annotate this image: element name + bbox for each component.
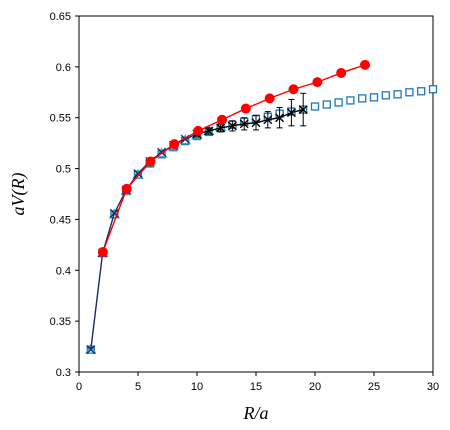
data-point [121,183,132,194]
data-point [263,115,273,125]
data-point [251,118,261,128]
data-point [381,91,390,100]
x-axis-ticks: 0 5 10 15 20 25 30 [76,372,439,393]
data-point-stroke [298,105,308,115]
data-point [393,90,402,99]
data-point [334,98,343,107]
data-point [86,345,96,355]
data-point [97,246,108,257]
data-point [275,113,285,123]
data-point [369,93,379,102]
x-tick-label: 15 [250,381,262,393]
data-point [216,123,226,133]
y-axis-title: aV(R) [8,173,29,216]
data-point [310,102,320,111]
x-tick-label: 5 [135,381,141,393]
data-point [417,87,426,96]
x-tick-label: 20 [309,381,321,393]
y-tick-label: 0.4 [56,265,71,277]
y-axis-ticks: 0.3 0.35 0.4 0.45 0.5 0.55 0.6 0.65 [50,11,79,379]
data-point [227,121,237,131]
data-point [298,105,308,115]
data-point-stroke [86,345,96,355]
series-layer [85,59,438,355]
x-axis-title: R/a [243,403,269,423]
data-point [85,343,97,354]
series-0 [86,85,438,354]
data-point [358,94,367,103]
data-point-stroke [239,119,249,129]
data-point-stroke [251,118,261,128]
x-tick-label: 30 [427,381,439,393]
data-point [239,119,249,129]
data-point-stroke [227,121,237,131]
data-point [133,169,143,179]
data-point [336,67,347,78]
x-tick-label: 25 [368,381,380,393]
series-4 [97,59,371,257]
data-point [193,125,204,136]
data-point [204,126,214,136]
series-line [196,108,304,135]
plot-frame [78,15,434,373]
data-point [322,100,331,109]
data-point [286,108,296,118]
data-point [169,139,180,150]
series-line [102,64,366,253]
data-point [312,77,323,88]
data-point-stroke [263,115,273,125]
y-tick-label: 0.5 [56,164,71,176]
x-tick-label: 10 [191,381,203,393]
x-tick-label: 0 [76,381,82,393]
data-point [145,156,156,167]
y-tick-label: 0.35 [50,316,71,328]
data-point [217,114,228,125]
data-point [264,93,275,104]
data-point-stroke [275,113,285,123]
series-2 [86,129,202,355]
y-tick-label: 0.65 [50,11,71,23]
data-point-stroke [204,126,214,136]
y-tick-label: 0.45 [50,214,71,226]
data-point [405,88,414,97]
data-point-stroke [216,123,226,133]
data-point [240,103,251,114]
data-point [346,96,355,105]
series-3 [192,92,308,139]
data-point [428,85,438,94]
y-tick-label: 0.6 [56,62,71,74]
data-point [288,84,299,95]
y-tick-label: 0.55 [50,113,71,125]
data-point [360,59,371,70]
data-point-stroke [286,108,296,118]
data-point-stroke [109,208,119,218]
data-point [155,147,168,158]
data-point-stroke [133,169,143,179]
y-tick-label: 0.3 [56,367,71,379]
